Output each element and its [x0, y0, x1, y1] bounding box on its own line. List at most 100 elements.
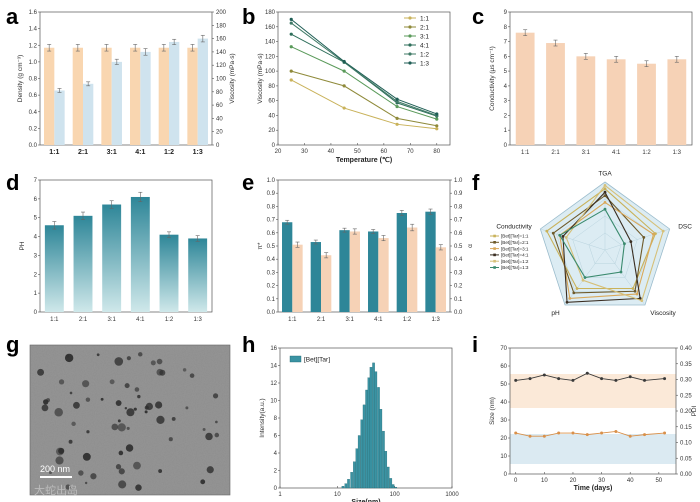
g-nanoparticle: [214, 432, 220, 438]
f-series-point: [564, 235, 568, 239]
g-nanoparticle: [185, 406, 189, 410]
g-nanoparticle: [82, 380, 90, 388]
i-xtick-label: 10: [541, 478, 548, 484]
b-series-line: [290, 18, 437, 115]
i-xtick-label: 20: [570, 478, 577, 484]
e-right-ytick-label: 0.1: [454, 297, 463, 303]
panel-f-radar-chart: TGA DSC Viscosity pH Conductivity [Bet][Tar]=…: [490, 171, 692, 317]
f-radar-spoke: [540, 228, 606, 251]
c-xtick-label: 1:3: [673, 150, 682, 156]
g-nanoparticle: [68, 439, 73, 444]
a-xtick-label: 1:2: [164, 149, 174, 156]
i-pdi-point: [571, 431, 575, 435]
a-ytick-label: 1.4: [29, 27, 38, 33]
a-bar-viscosity: [83, 83, 94, 145]
e-bar-pi: [425, 211, 436, 312]
i-size-point: [663, 377, 667, 381]
e-bar-alpha: [349, 231, 360, 312]
g-nanoparticle: [138, 352, 143, 357]
panel-label-g: g: [6, 332, 19, 357]
d-ytick-label: 5: [34, 216, 38, 222]
i-size-point: [514, 378, 518, 382]
b-data-point: [342, 84, 346, 88]
panel-h-size-histogram: 0 2 4 6 8 10 12 14 16 Intensity(a.u.) 1 10 100 1000 Si…: [259, 346, 459, 502]
d-xtick-label: 1:3: [193, 317, 202, 323]
f-series-point: [635, 292, 639, 296]
h-ytick-label: 16: [270, 346, 277, 352]
g-nanoparticle: [137, 394, 141, 399]
a-bar-viscosity: [197, 38, 208, 145]
h-histogram-bar: [389, 478, 393, 489]
c-ytick-label: 1: [504, 128, 508, 134]
i-size-point: [571, 378, 575, 382]
e-xtick-label: 2:1: [317, 317, 326, 323]
f-series-polygon: [565, 184, 664, 302]
b-series-line: [290, 22, 437, 116]
i-pdi-point: [663, 431, 667, 435]
f-series-point: [583, 276, 587, 279]
b-data-point: [342, 59, 346, 64]
b-legend-label: 2:1: [420, 24, 429, 31]
g-nanoparticle: [205, 432, 213, 441]
b-series-line: [291, 70, 437, 127]
c-plot-frame: [509, 11, 693, 146]
f-legend-label: [Bet][Tar]=1:1: [501, 234, 529, 239]
f-series-polygon: [558, 208, 625, 279]
i-ytick-label: 0: [504, 472, 508, 478]
g-nanoparticle: [133, 461, 141, 470]
g-image-grain: [30, 345, 230, 495]
g-nanoparticle: [206, 466, 214, 474]
d-xtick-label: 1:1: [50, 317, 59, 323]
g-nanoparticle: [158, 469, 163, 473]
b-xtick-label: 50: [354, 149, 361, 155]
d-ytick-label: 7: [34, 178, 38, 184]
e-right-ytick-label: 0.9: [454, 191, 463, 197]
b-data-point: [435, 117, 439, 121]
b-ytick-label: 140: [265, 40, 276, 46]
c-ylabel: Conductivity (μs cm⁻¹): [489, 46, 496, 111]
a-ylabel-right: Viscosity (mPa·s): [229, 53, 236, 103]
h-histogram-bar: [382, 430, 385, 489]
a-right-ytick-label: 200: [216, 10, 227, 16]
panel-d-ph-bar-chart: 0 1 2 3 4 5 6 7 PH 1:1 2:1 3:1 4:1 1:2 1:3: [19, 178, 213, 323]
i-right-ytick-label: 0.15: [680, 425, 692, 431]
c-bar: [606, 59, 626, 145]
c-ytick-label: 4: [504, 84, 508, 90]
b-legend-label: 1:3: [420, 60, 429, 67]
e-right-ytick-label: 0.7: [454, 218, 463, 224]
a-xtick-label: 2:1: [78, 149, 88, 156]
g-nanoparticle: [124, 383, 130, 389]
f-series-point: [638, 297, 642, 300]
d-bar: [130, 196, 150, 312]
f-radar-grid-ring: [572, 215, 638, 278]
g-nanoparticle: [96, 353, 100, 357]
b-data-point: [395, 97, 399, 101]
b-data-point: [395, 104, 399, 109]
i-ylabel: Size (nm): [489, 397, 496, 425]
a-right-ytick-label: 20: [216, 130, 223, 136]
f-series-point: [603, 187, 607, 191]
d-ytick-label: 6: [34, 197, 38, 203]
h-histogram-bar: [355, 448, 359, 489]
panel-label-d: d: [6, 170, 19, 195]
b-data-point: [435, 124, 439, 128]
f-series-point: [603, 184, 607, 187]
c-ytick-label: 2: [504, 113, 508, 119]
h-histogram-bar: [379, 409, 383, 489]
e-ylabel: π*: [257, 242, 264, 249]
g-nanoparticle: [54, 408, 63, 417]
a-right-ytick-label: 80: [216, 90, 223, 96]
f-axis-label: Viscosity: [650, 310, 676, 317]
a-ytick-label: 0.4: [29, 110, 38, 116]
g-image-frame: [29, 344, 231, 496]
h-histogram-bar: [374, 371, 378, 489]
g-nanoparticle: [71, 421, 76, 427]
c-bar: [546, 43, 565, 145]
a-bar-viscosity: [140, 51, 151, 145]
g-nanoparticle: [84, 481, 88, 485]
a-ylabel: Density (g cm⁻³): [17, 55, 24, 103]
panel-e-solvatochromic-bar-chart: 0.0 0.1 0.2 0.3 0.4 0.5 0.6 0.7 0.8 0.9 1.0 0.0 0.1 0…: [257, 178, 474, 323]
i-pdi-point: [514, 431, 518, 435]
b-xtick-label: 80: [433, 149, 440, 155]
